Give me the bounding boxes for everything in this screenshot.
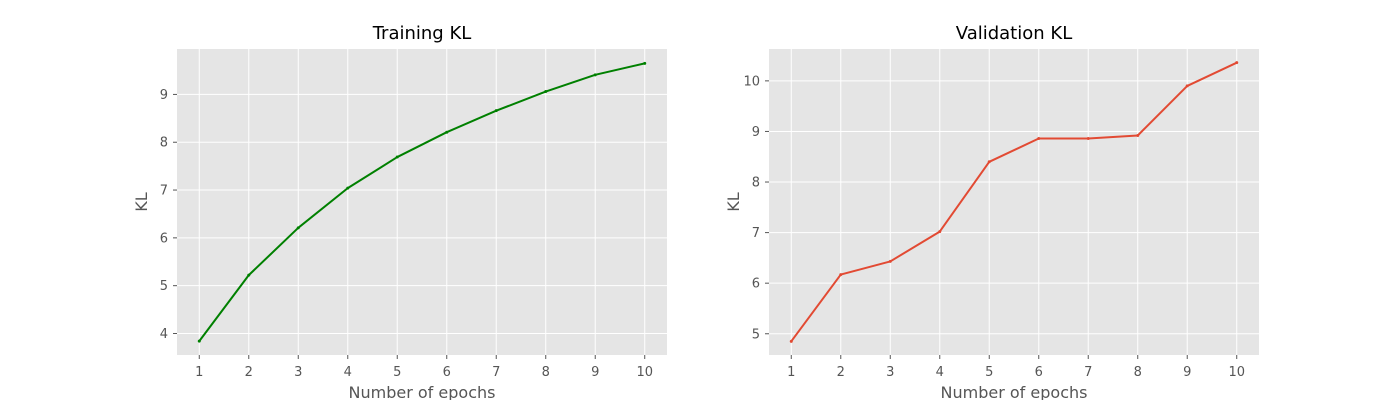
data-point bbox=[296, 226, 300, 230]
plot-area bbox=[177, 49, 667, 355]
data-point bbox=[395, 155, 399, 159]
data-point bbox=[643, 61, 647, 65]
x-axis-label: Number of epochs bbox=[941, 383, 1088, 400]
x-tick-label: 5 bbox=[393, 365, 401, 380]
y-tick-label: 8 bbox=[160, 136, 168, 151]
y-tick-label: 7 bbox=[752, 226, 760, 241]
x-axis-label: Number of epochs bbox=[349, 383, 496, 400]
y-tick-label: 6 bbox=[160, 231, 168, 246]
data-point bbox=[494, 109, 498, 113]
series-line bbox=[198, 62, 645, 342]
y-tick-label: 6 bbox=[752, 277, 760, 292]
data-point bbox=[1037, 137, 1041, 141]
x-tick-label: 1 bbox=[195, 365, 203, 380]
data-point bbox=[445, 130, 449, 134]
y-tick-label: 4 bbox=[160, 327, 168, 342]
x-tick-label: 9 bbox=[591, 365, 599, 380]
x-tick-label: 3 bbox=[294, 365, 302, 380]
chart-title: Training KL bbox=[372, 23, 472, 44]
x-tick-label: 3 bbox=[886, 365, 894, 380]
y-tick-label: 9 bbox=[752, 125, 760, 140]
data-point bbox=[1185, 84, 1189, 88]
data-point bbox=[938, 230, 942, 234]
data-point bbox=[247, 273, 251, 277]
data-point bbox=[346, 186, 350, 190]
y-tick-label: 7 bbox=[160, 184, 168, 199]
data-point bbox=[839, 273, 843, 277]
x-tick-label: 7 bbox=[492, 365, 500, 380]
data-point bbox=[888, 259, 892, 263]
data-point bbox=[987, 160, 991, 164]
y-tick-label: 8 bbox=[752, 176, 760, 191]
x-tick-label: 7 bbox=[1084, 365, 1092, 380]
chart-panel-2: 1 2 3 4 5 6 7 8 9 10 5 6 7 8 9 10 Validation KL Number of… bbox=[724, 23, 1259, 400]
y-tick-label: 9 bbox=[160, 88, 168, 103]
plot-area bbox=[769, 49, 1259, 355]
x-tick-label: 5 bbox=[985, 365, 993, 380]
chart-panel-1: 1 2 3 4 5 6 7 8 9 10 4 5 6 7 8 9 Training KL Number of ep… bbox=[132, 23, 667, 400]
x-tick-label: 4 bbox=[344, 365, 352, 380]
y-tick-label: 5 bbox=[752, 327, 760, 342]
y-tick-label: 5 bbox=[160, 279, 168, 294]
x-tick-label: 10 bbox=[636, 365, 653, 380]
series-line bbox=[790, 61, 1238, 342]
data-point bbox=[1136, 133, 1140, 137]
x-tick-label: 2 bbox=[837, 365, 845, 380]
x-tick-label: 10 bbox=[1228, 365, 1245, 380]
data-point bbox=[789, 339, 793, 343]
data-point bbox=[1235, 61, 1239, 65]
x-tick-label: 9 bbox=[1183, 365, 1191, 380]
data-point bbox=[593, 73, 597, 77]
y-axis-label: KL bbox=[724, 192, 743, 211]
data-point bbox=[544, 90, 548, 94]
x-tick-label: 8 bbox=[542, 365, 550, 380]
x-tick-label: 6 bbox=[1035, 365, 1043, 380]
data-point bbox=[197, 339, 201, 343]
data-point bbox=[1086, 137, 1090, 141]
y-tick-label: 10 bbox=[743, 74, 760, 89]
x-tick-label: 2 bbox=[245, 365, 253, 380]
x-tick-label: 6 bbox=[443, 365, 451, 380]
x-tick-label: 4 bbox=[936, 365, 944, 380]
y-axis-label: KL bbox=[132, 192, 151, 211]
x-tick-label: 8 bbox=[1134, 365, 1142, 380]
chart-title: Validation KL bbox=[956, 23, 1072, 44]
x-tick-label: 1 bbox=[787, 365, 795, 380]
